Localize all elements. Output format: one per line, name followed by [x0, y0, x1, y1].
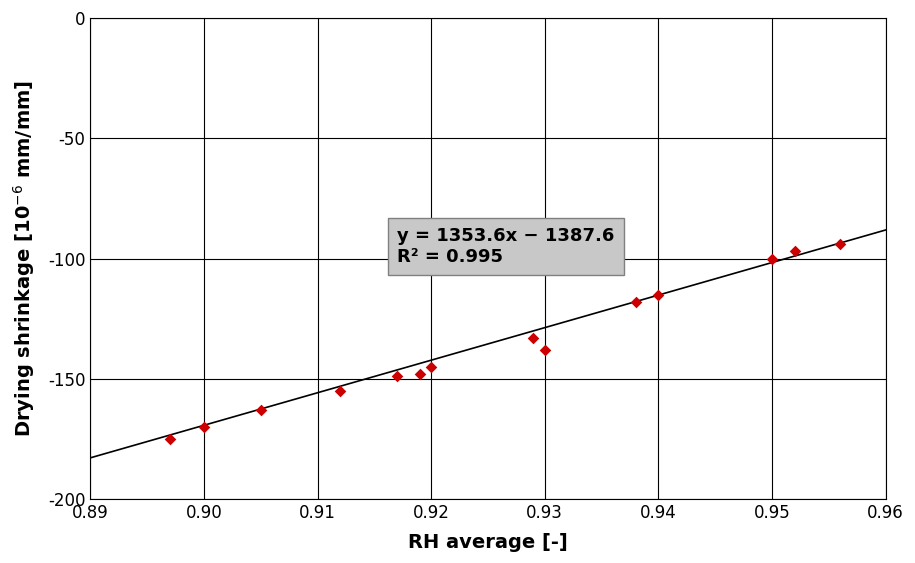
X-axis label: RH average [-]: RH average [-]: [408, 533, 568, 552]
Point: [424, 362, 438, 371]
Text: y = 1353.6x − 1387.6
R² = 0.995: y = 1353.6x − 1387.6 R² = 0.995: [397, 227, 615, 266]
Point: [765, 254, 780, 263]
Point: [787, 247, 802, 256]
Y-axis label: Drying shrinkage [10$^{-6}$ mm/mm]: Drying shrinkage [10$^{-6}$ mm/mm]: [11, 80, 37, 437]
Point: [537, 345, 552, 354]
Point: [413, 369, 427, 378]
Point: [629, 297, 643, 306]
Point: [390, 372, 404, 381]
Point: [651, 290, 666, 299]
Point: [333, 386, 348, 395]
Point: [833, 240, 847, 249]
Point: [253, 405, 268, 414]
Point: [163, 434, 178, 443]
Point: [526, 333, 541, 342]
Point: [197, 422, 211, 431]
